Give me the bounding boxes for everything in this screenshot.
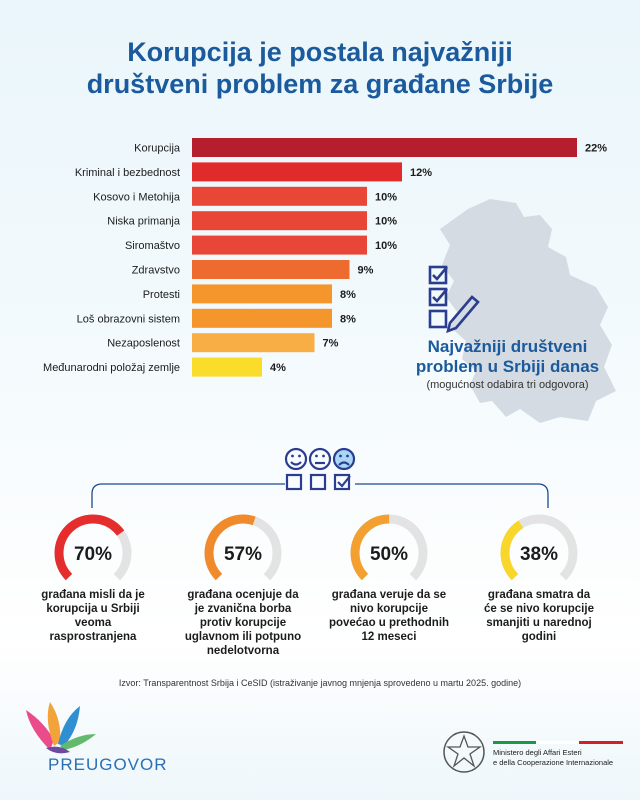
preugovor-bird-logo	[26, 702, 96, 754]
bar	[192, 186, 367, 206]
bar	[192, 357, 262, 377]
bar-value-label: 10%	[375, 240, 397, 252]
bar	[192, 260, 350, 279]
gauge-description-line: građana veruje da se	[331, 589, 447, 601]
gauge: 50% građana veruje da se nivo korupcije pov…	[324, 508, 454, 644]
gauge: 38% građana smatra da će se nivo korupcije…	[474, 508, 604, 644]
bar-chart: Korupcija 22% Kriminal i bezbednost 12% Koso…	[43, 138, 607, 377]
bar-category-label: Kriminal i bezbednost	[75, 167, 180, 179]
chart-caption: Najvažniji društveni problem u Srbiji da…	[400, 337, 615, 391]
bar	[192, 162, 402, 182]
bar-category-label: Nezaposlenost	[107, 338, 180, 350]
bar-value-label: 7%	[323, 338, 339, 350]
gauge-description: građana misli da je korupcija u Srbiji veo…	[28, 588, 158, 644]
gauge-description: građana ocenjuje da je zvanična borba prot…	[178, 588, 308, 658]
gauge-description-line: nedelotvorna	[206, 645, 280, 657]
bar-category-label: Protesti	[143, 289, 180, 301]
caption-subtitle: (mogućnost odabira tri odgovora)	[426, 379, 589, 391]
gauge-description-line: godini	[521, 631, 557, 643]
bar-value-label: 9%	[358, 265, 374, 277]
page-title: Korupcija je postala najvažniji društven…	[0, 36, 640, 100]
gauge-description-line: protiv korupcije	[199, 617, 287, 629]
gauge-description-line: građana smatra da	[487, 589, 591, 601]
checklist-icon	[428, 265, 480, 333]
bar-category-label: Niska primanja	[107, 216, 181, 228]
bar-value-label: 8%	[340, 289, 356, 301]
gauge-description-line: korupcija u Srbiji	[46, 603, 140, 615]
ministry-line-1: Ministero degli Affari Esteri	[493, 748, 582, 757]
italian-emblem-icon	[443, 731, 485, 773]
gauge-description-line: je zvanična borba	[194, 603, 292, 615]
gauge-description-line: građana ocenjuje da	[187, 589, 299, 601]
italian-flag-stripe	[493, 741, 623, 744]
serbia-map-icon	[440, 199, 616, 423]
gauge-description: građana smatra da će se nivo korupcije sma…	[474, 588, 604, 644]
bar-value-label: 12%	[410, 167, 432, 179]
gauges-bracket	[91, 483, 549, 508]
gauge-description-line: 12 meseci	[361, 631, 417, 643]
gauge-description-line: će se nivo korupcije	[484, 603, 594, 615]
gauge-fill	[54, 514, 132, 586]
title-line-1: Korupcija je postala najvažniji	[127, 37, 513, 67]
bar	[192, 333, 315, 353]
gauge-description-line: smanjiti u narednoj	[486, 617, 592, 629]
satisfaction-faces-icon	[284, 447, 356, 491]
gauge-description-line: veoma	[74, 617, 112, 629]
gauge-description-line: povećao u prethodnih	[328, 617, 450, 629]
gauge-fill	[500, 514, 578, 586]
gauge-description-line: građana misli da je	[41, 589, 145, 601]
bar-category-label: Međunarodni položaj zemlje	[43, 362, 180, 374]
gauge: 57% građana ocenjuje da je zvanična borba p…	[178, 508, 308, 658]
ministry-text: Ministero degli Affari Esteri e della Co…	[493, 748, 613, 768]
bar-category-label: Kosovo i Metohija	[93, 191, 181, 203]
bar	[192, 211, 367, 231]
bar-value-label: 4%	[270, 362, 286, 374]
gauge-ring: 38%	[500, 514, 578, 586]
gauge-percent: 57%	[224, 544, 262, 565]
gauge: 70% građana misli da je korupcija u Srbiji…	[28, 508, 158, 644]
bar	[192, 284, 332, 304]
title-line-2: društveni problem za građane Srbije	[86, 69, 554, 99]
ministry-line-2: e della Cooperazione Internazionale	[493, 758, 614, 767]
gauge-percent: 38%	[520, 544, 558, 565]
bar-value-label: 8%	[340, 313, 356, 325]
gauge-fill	[350, 514, 428, 586]
caption-heading-line-1: Najvažniji društveni	[427, 337, 588, 356]
gauge-ring: 50%	[350, 514, 428, 586]
bar-category-label: Korupcija	[134, 143, 181, 155]
gauge-ring: 57%	[204, 514, 282, 586]
gauge-description: građana veruje da se nivo korupcije poveća…	[324, 588, 454, 644]
bar-value-label: 10%	[375, 191, 397, 203]
gauge-description-line: nivo korupcije	[350, 603, 428, 615]
gauge-description-line: uglavnom ili potpuno	[184, 631, 302, 643]
bar-value-label: 10%	[375, 216, 397, 228]
bar	[192, 138, 577, 157]
bar-category-label: Zdravstvo	[132, 265, 180, 277]
gauge-percent: 70%	[74, 544, 112, 565]
gauge-description-line: rasprostranjena	[49, 631, 137, 643]
caption-heading-line-2: problem u Srbiji danas	[415, 357, 600, 376]
source-note: Izvor: Transparentnost Srbija i CeSID (i…	[118, 678, 522, 688]
bar-category-label: Loš obrazovni sistem	[77, 313, 180, 325]
bar	[192, 308, 332, 328]
bar-category-label: Siromaštvo	[125, 240, 180, 252]
gauge-ring: 70%	[54, 514, 132, 586]
preugovor-wordmark: PREUGOVOR	[48, 755, 168, 774]
bar-value-label: 22%	[585, 143, 607, 155]
bar	[192, 235, 367, 255]
gauge-percent: 50%	[370, 544, 408, 565]
gauge-fill	[204, 514, 282, 586]
